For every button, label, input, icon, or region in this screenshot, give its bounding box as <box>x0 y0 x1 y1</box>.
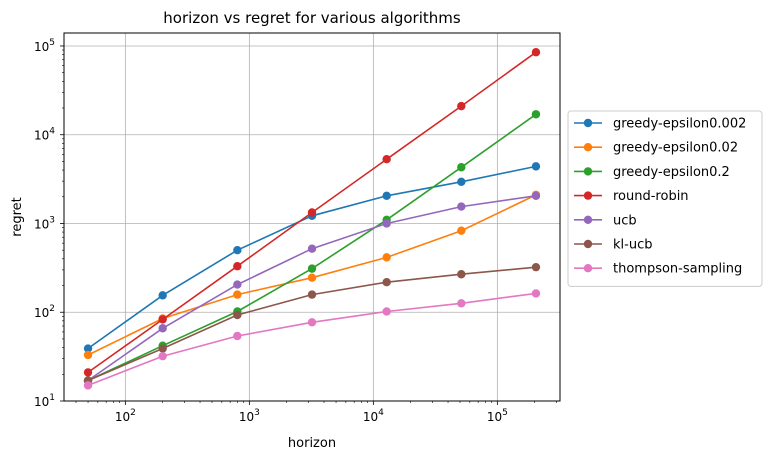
legend-marker <box>583 118 593 128</box>
data-point <box>307 273 317 282</box>
data-point <box>233 262 242 271</box>
data-point <box>233 331 242 341</box>
x-axis-label: horizon <box>288 436 336 451</box>
data-point <box>83 381 93 390</box>
data-point <box>307 264 317 273</box>
legend-marker <box>583 215 593 224</box>
legend: greedy-epsilon0.002 greedy-epsilon0.02 gre… <box>567 110 763 287</box>
x-axis: 102 103 104 105 <box>75 401 557 424</box>
legend-marker <box>583 264 593 273</box>
legend-marker <box>583 239 593 249</box>
data-point <box>382 307 391 316</box>
series-line <box>87 292 537 387</box>
legend-item: greedy-epsilon0.002 <box>574 117 746 132</box>
legend-item: kl-ucb <box>574 238 652 253</box>
data-point <box>233 310 242 320</box>
data-point <box>457 202 466 211</box>
y-tick-label: 105 <box>34 38 55 54</box>
data-point <box>307 208 317 217</box>
legend-marker <box>583 167 593 176</box>
legend-label: round-robin <box>613 189 689 204</box>
data-point <box>233 246 242 255</box>
legend-label: greedy-epsilon0.2 <box>613 165 730 180</box>
y-tick-label: 104 <box>34 127 55 143</box>
legend-label: thompson-sampling <box>613 262 742 277</box>
data-point <box>457 226 466 235</box>
data-point <box>531 191 541 201</box>
data-point <box>531 289 541 298</box>
data-point <box>531 162 541 171</box>
legend-item: ucb <box>574 213 637 228</box>
data-point <box>382 253 391 262</box>
data-point <box>457 270 466 279</box>
y-tick-label: 102 <box>34 304 55 320</box>
legend-item: round-robin <box>574 189 689 204</box>
y-tick-label: 101 <box>34 393 55 409</box>
data-point <box>158 324 167 333</box>
data-point <box>457 163 466 172</box>
x-tick-label: 103 <box>239 408 260 424</box>
data-point <box>457 299 466 308</box>
series-kl-ucb <box>83 262 541 385</box>
data-point <box>233 290 242 299</box>
legend-label: greedy-epsilon0.002 <box>613 117 746 132</box>
data-point <box>158 351 167 361</box>
data-point <box>233 280 242 289</box>
legend-box <box>567 110 763 287</box>
data-point <box>382 219 391 228</box>
series-ucb <box>83 191 541 385</box>
legend-item: thompson-sampling <box>574 262 742 277</box>
chart-title: horizon vs regret for various algorithms <box>163 9 461 27</box>
data-point <box>158 315 167 324</box>
data-point <box>307 290 317 299</box>
y-tick-label: 103 <box>34 215 55 231</box>
series-thompson-sampling <box>83 289 541 390</box>
data-point <box>457 177 466 186</box>
y-axis: 101 102 103 104 105 <box>34 38 64 409</box>
data-point <box>307 244 317 253</box>
data-point <box>531 110 541 119</box>
data-point <box>457 101 466 111</box>
data-point <box>83 344 93 353</box>
data-point <box>307 318 317 327</box>
data-point <box>531 48 541 57</box>
data-point <box>382 278 391 287</box>
series-group <box>83 48 541 390</box>
legend-label: ucb <box>613 213 637 228</box>
plot-frame <box>63 32 561 402</box>
data-point <box>382 191 391 201</box>
data-point <box>531 262 541 272</box>
y-axis-label: regret <box>10 197 25 236</box>
legend-item: greedy-epsilon0.2 <box>574 165 730 180</box>
series-round-robin <box>83 48 541 377</box>
legend-label: greedy-epsilon0.02 <box>613 141 738 156</box>
data-point <box>83 368 93 377</box>
x-tick-label: 104 <box>363 408 384 424</box>
legend-marker <box>583 143 593 152</box>
x-tick-label: 102 <box>115 408 136 424</box>
legend-label: kl-ucb <box>613 238 652 253</box>
data-point <box>83 350 93 360</box>
x-tick-label: 105 <box>487 408 508 424</box>
legend-marker <box>583 191 593 200</box>
data-point <box>158 291 167 300</box>
data-point <box>158 344 167 353</box>
legend-item: greedy-epsilon0.02 <box>574 141 738 156</box>
data-point <box>382 155 391 164</box>
